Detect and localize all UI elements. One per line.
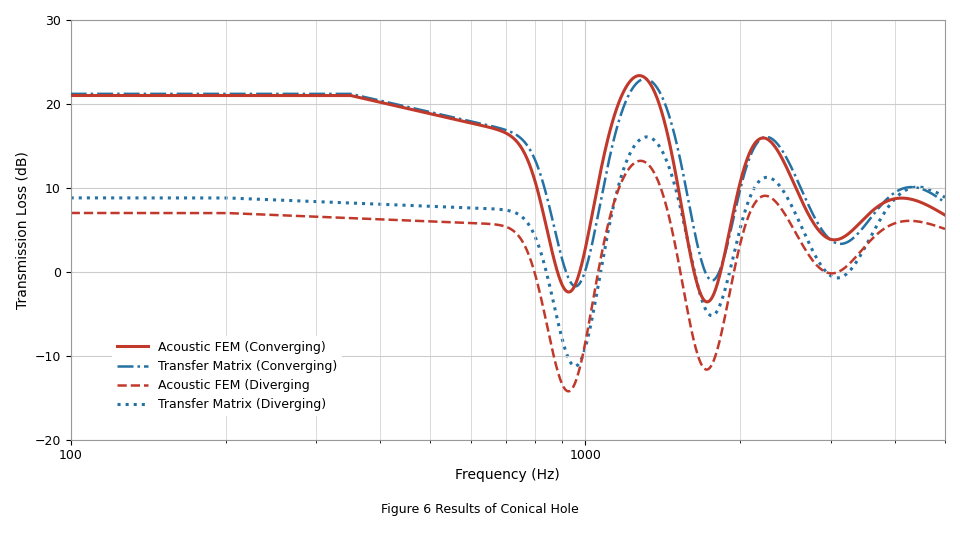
Y-axis label: Transmission Loss (dB): Transmission Loss (dB) (15, 151, 29, 309)
Transfer Matrix (Converging) (569, 283, 581, 289)
Acoustic FEM (Diverging (731, 259, 742, 266)
Acoustic FEM (Diverging (574, 366, 586, 372)
Transfer Matrix (Diverging) (597, 258, 609, 265)
Acoustic FEM (Diverging (623, 166, 635, 172)
Acoustic FEM (Converging) (731, 197, 742, 204)
Transfer Matrix (Diverging) (623, 153, 635, 159)
Acoustic FEM (Converging) (634, 72, 645, 79)
Transfer Matrix (Diverging) (820, 268, 831, 275)
Transfer Matrix (Converging) (820, 232, 831, 238)
Acoustic FEM (Converging) (573, 273, 585, 279)
Acoustic FEM (Converging) (118, 92, 130, 99)
Transfer Matrix (Converging) (118, 91, 130, 97)
Line: Acoustic FEM (Diverging: Acoustic FEM (Diverging (71, 161, 945, 392)
Transfer Matrix (Diverging) (118, 194, 130, 201)
Line: Transfer Matrix (Diverging): Transfer Matrix (Diverging) (71, 137, 945, 366)
Acoustic FEM (Converging) (939, 212, 950, 218)
Acoustic FEM (Diverging (563, 388, 574, 395)
Acoustic FEM (Diverging (635, 158, 646, 164)
Acoustic FEM (Converging) (820, 234, 831, 240)
Transfer Matrix (Diverging) (574, 360, 586, 366)
Transfer Matrix (Diverging) (569, 363, 581, 369)
Acoustic FEM (Diverging (820, 269, 831, 275)
Transfer Matrix (Converging) (65, 91, 77, 97)
Acoustic FEM (Converging) (702, 299, 713, 305)
Line: Transfer Matrix (Converging): Transfer Matrix (Converging) (71, 79, 945, 286)
Transfer Matrix (Diverging) (65, 194, 77, 201)
Transfer Matrix (Diverging) (939, 194, 950, 200)
Transfer Matrix (Diverging) (731, 242, 742, 248)
Text: Figure 6 Results of Conical Hole: Figure 6 Results of Conical Hole (381, 503, 579, 516)
Transfer Matrix (Converging) (574, 280, 586, 287)
Transfer Matrix (Diverging) (640, 134, 652, 140)
X-axis label: Frequency (Hz): Frequency (Hz) (455, 468, 561, 482)
Acoustic FEM (Converging) (65, 92, 77, 99)
Acoustic FEM (Diverging (597, 246, 609, 253)
Transfer Matrix (Converging) (731, 204, 742, 211)
Acoustic FEM (Diverging (65, 210, 77, 216)
Acoustic FEM (Converging) (622, 82, 634, 88)
Line: Acoustic FEM (Converging): Acoustic FEM (Converging) (71, 76, 945, 302)
Transfer Matrix (Converging) (597, 189, 609, 195)
Legend: Acoustic FEM (Converging), Transfer Matrix (Converging), Acoustic FEM (Diverging: Acoustic FEM (Converging), Transfer Matr… (112, 336, 343, 416)
Transfer Matrix (Converging) (639, 76, 651, 82)
Acoustic FEM (Converging) (595, 164, 607, 171)
Acoustic FEM (Diverging (118, 210, 130, 216)
Transfer Matrix (Converging) (623, 92, 635, 98)
Acoustic FEM (Diverging (939, 226, 950, 232)
Transfer Matrix (Converging) (939, 199, 950, 206)
